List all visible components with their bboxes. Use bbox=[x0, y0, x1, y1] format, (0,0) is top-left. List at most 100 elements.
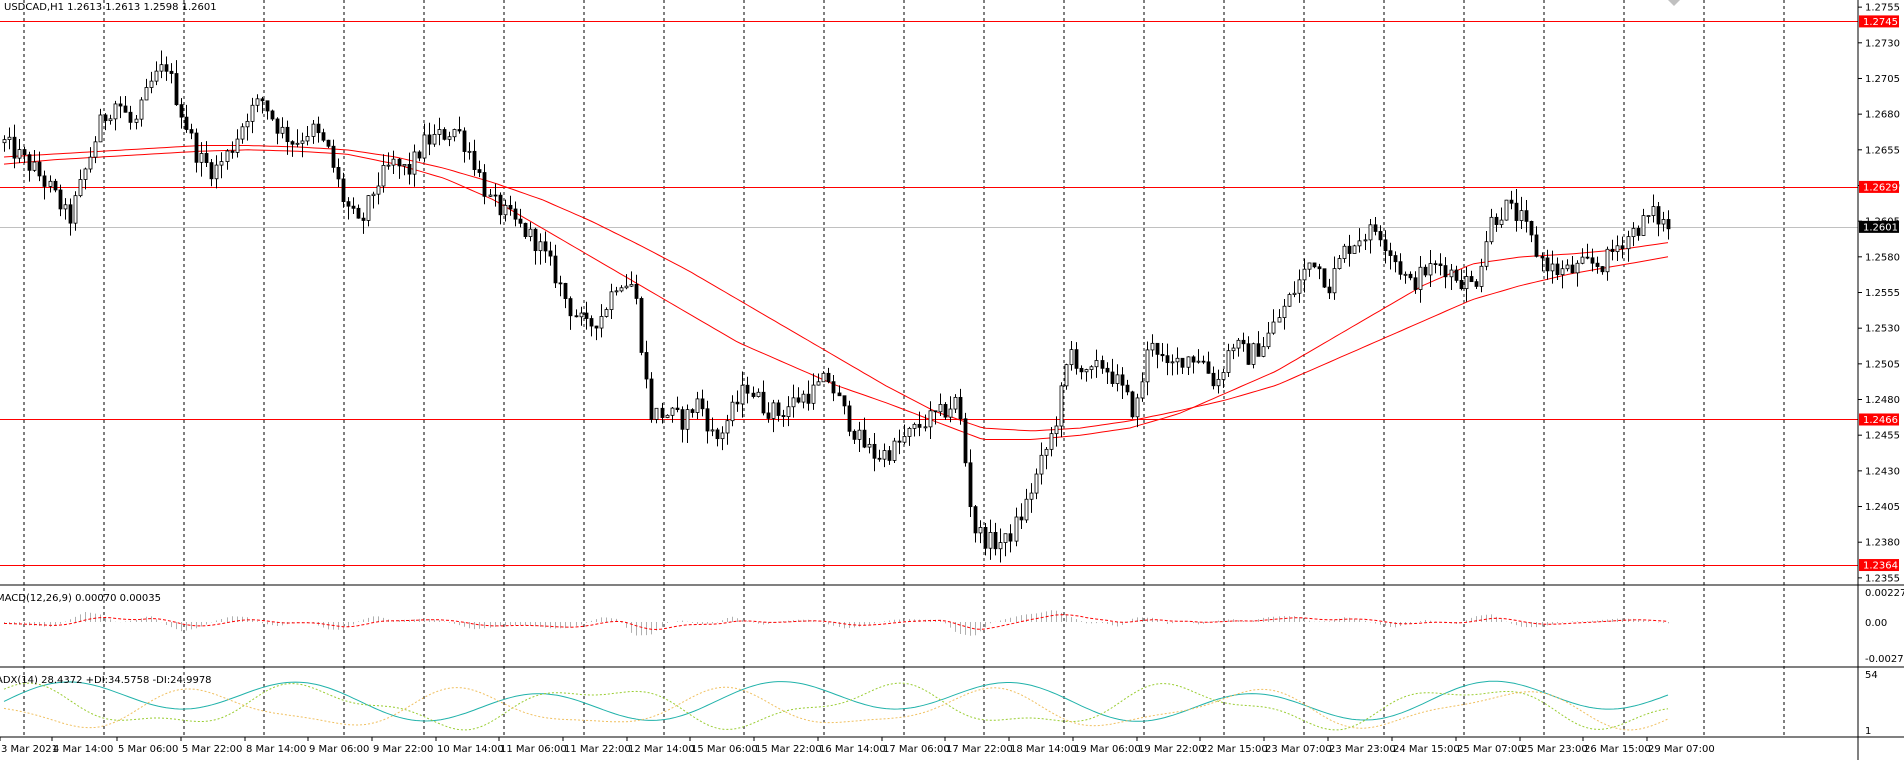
level-price-tag[interactable] bbox=[1859, 180, 1899, 193]
candle-bull bbox=[32, 161, 37, 171]
candle-bull bbox=[1626, 236, 1631, 250]
candle-bear bbox=[973, 506, 978, 534]
candle-bear bbox=[1201, 360, 1206, 363]
candle-bear bbox=[568, 298, 573, 317]
candle-bear bbox=[462, 130, 467, 152]
candle-bear bbox=[1540, 255, 1545, 259]
candle-bear bbox=[341, 178, 346, 203]
candle-bear bbox=[1180, 357, 1185, 368]
candle-bear bbox=[493, 194, 498, 197]
level-price-tag[interactable] bbox=[1859, 15, 1899, 28]
candle-bull bbox=[786, 406, 791, 418]
time-axis-label: 9 Mar 06:00 bbox=[309, 744, 369, 755]
candle-bull bbox=[134, 118, 139, 123]
candle-bull bbox=[604, 309, 609, 317]
price-axis-label: 1.2455 bbox=[1865, 431, 1900, 442]
candle-bear bbox=[1443, 265, 1448, 278]
candle-bear bbox=[290, 141, 295, 145]
candle-bull bbox=[665, 414, 670, 418]
candle-bull bbox=[654, 407, 659, 420]
candle-bear bbox=[766, 412, 771, 419]
adx-plus-di-line bbox=[3, 682, 1669, 731]
candle-bull bbox=[857, 429, 862, 440]
candle-bear bbox=[68, 204, 73, 224]
candle-bear bbox=[1585, 256, 1590, 259]
candle-bear bbox=[326, 139, 331, 147]
candle-bull bbox=[1484, 241, 1489, 267]
candle-bull bbox=[73, 195, 78, 224]
candle-bull bbox=[1363, 239, 1368, 242]
level-price-tag[interactable] bbox=[1859, 413, 1899, 426]
candle-bear bbox=[1636, 227, 1641, 236]
candle-bull bbox=[1069, 349, 1074, 366]
candle-bull bbox=[1054, 425, 1059, 435]
candle-bull bbox=[1039, 454, 1044, 475]
price-axis-label: 1.2730 bbox=[1865, 38, 1900, 49]
candle-bear bbox=[1317, 266, 1322, 270]
candle-bear bbox=[837, 392, 842, 397]
candle-bear bbox=[594, 325, 599, 329]
candle-bear bbox=[553, 255, 558, 284]
level-price-tag-label: 1.2466 bbox=[1863, 415, 1898, 426]
macd-signal-line bbox=[3, 614, 1669, 631]
candle-bear bbox=[123, 105, 128, 113]
candle-bear bbox=[407, 164, 412, 175]
candle-bull bbox=[599, 316, 604, 329]
candle-bull bbox=[300, 140, 305, 144]
candle-bull bbox=[452, 129, 457, 138]
candle-bear bbox=[1570, 264, 1575, 274]
candle-bear bbox=[477, 169, 482, 173]
scroll-marker-icon[interactable] bbox=[1668, 0, 1680, 6]
candle-bear bbox=[1610, 248, 1615, 252]
adx-minus-di-line bbox=[3, 686, 1669, 731]
candle-bull bbox=[938, 404, 943, 413]
current-price-tag-label: 1.2601 bbox=[1863, 222, 1898, 233]
candle-bull bbox=[1565, 264, 1570, 270]
time-axis-label: 25 Mar 07:00 bbox=[1457, 744, 1524, 755]
candle-bear bbox=[690, 409, 695, 413]
candle-bull bbox=[1282, 305, 1287, 318]
candle-bull bbox=[1575, 262, 1580, 274]
candle-bear bbox=[533, 228, 538, 252]
candle-bear bbox=[1590, 257, 1595, 264]
candle-bull bbox=[1352, 245, 1357, 254]
candle-bull bbox=[422, 134, 427, 159]
candle-bull bbox=[1550, 263, 1555, 272]
candle-bull bbox=[1337, 258, 1342, 269]
candle-bear bbox=[1155, 342, 1160, 355]
candle-bear bbox=[118, 103, 123, 107]
candle-bull bbox=[1646, 215, 1651, 217]
candle-bear bbox=[751, 392, 756, 397]
candle-bear bbox=[639, 298, 644, 353]
candle-bull bbox=[1651, 206, 1656, 216]
candle-bear bbox=[442, 129, 447, 140]
time-axis-label: 8 Mar 14:00 bbox=[246, 744, 306, 755]
candle-bull bbox=[791, 397, 796, 408]
candle-bull bbox=[1135, 397, 1140, 418]
candle-bull bbox=[381, 165, 386, 187]
candle-bull bbox=[1368, 224, 1373, 241]
candle-bear bbox=[1469, 276, 1474, 283]
candle-bull bbox=[1418, 266, 1423, 290]
candle-bear bbox=[963, 418, 968, 464]
candle-bull bbox=[305, 136, 310, 142]
candle-bear bbox=[796, 397, 801, 403]
price-axis-label: 1.2530 bbox=[1865, 324, 1900, 335]
candle-bull bbox=[1089, 366, 1094, 370]
candle-bull bbox=[1216, 378, 1221, 387]
candle-bear bbox=[1105, 367, 1110, 373]
candle-bear bbox=[675, 407, 680, 411]
candle-bear bbox=[1438, 263, 1443, 266]
candle-bull bbox=[1140, 381, 1145, 399]
level-price-tag[interactable] bbox=[1859, 559, 1899, 572]
candle-bull bbox=[240, 126, 245, 140]
price-axis-label: 1.2355 bbox=[1865, 573, 1900, 584]
candle-bull bbox=[149, 80, 154, 88]
candle-bear bbox=[589, 318, 594, 327]
candle-bear bbox=[1160, 353, 1165, 357]
candle-bull bbox=[1499, 219, 1504, 225]
candle-bear bbox=[1100, 360, 1105, 369]
candle-bear bbox=[316, 123, 321, 134]
candle-bear bbox=[1524, 210, 1529, 222]
